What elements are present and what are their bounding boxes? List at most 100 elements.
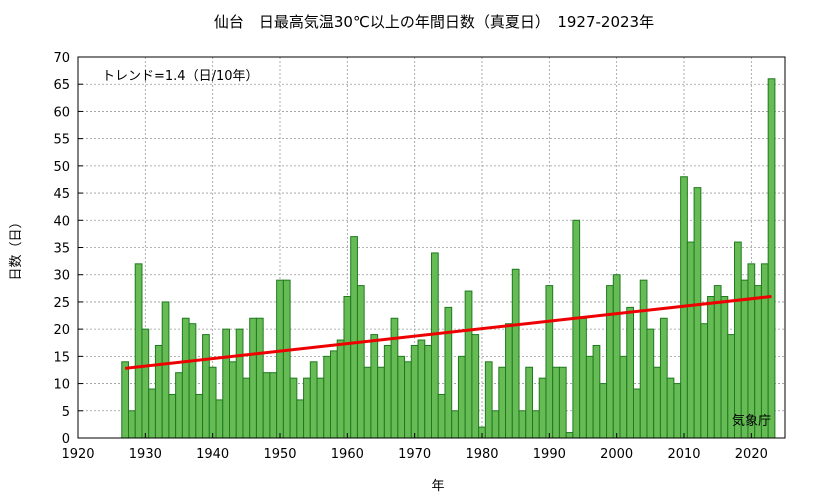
y-tick-label: 50: [53, 160, 70, 175]
y-tick-label: 30: [53, 269, 70, 284]
y-tick-label: 70: [53, 51, 70, 66]
trend-annotation: トレンド=1.4（日/10年）: [102, 69, 259, 84]
bar-1989: [538, 377, 547, 439]
bar-1997: [592, 344, 601, 439]
bar-2008: [666, 377, 675, 439]
y-tick-label: 45: [53, 187, 70, 202]
bar-2007: [659, 317, 668, 439]
y-tick-label: 55: [53, 133, 70, 148]
bar-1938: [195, 393, 204, 439]
bar-1932: [154, 344, 163, 439]
chart-title: 仙台 日最高気温30℃以上の年間日数（真夏日） 1927-2023年: [214, 13, 654, 31]
x-tick-label: 1920: [61, 447, 94, 462]
bar-1982: [491, 410, 500, 439]
y-axis-label: 日数（日）: [9, 215, 24, 280]
bar-1929: [134, 263, 143, 439]
bar-2022: [760, 263, 769, 439]
x-axis-label: 年: [431, 479, 444, 494]
x-tick-label: 1940: [196, 447, 229, 462]
y-tick-label: 5: [62, 405, 70, 420]
bar-1984: [505, 323, 513, 439]
bar-1973: [431, 252, 439, 439]
bar-1970: [410, 344, 419, 439]
bar-2012: [693, 187, 702, 439]
bar-2000: [612, 274, 621, 439]
y-tick-label: 0: [62, 432, 70, 447]
bar-1995: [579, 317, 587, 439]
bar-1951: [282, 279, 291, 439]
bar-1969: [404, 361, 412, 439]
x-tick-label: 2010: [667, 447, 700, 462]
bar-1946: [249, 317, 257, 439]
bar-1928: [128, 410, 136, 439]
bar-2004: [639, 279, 648, 439]
y-tick-label: 60: [53, 105, 70, 120]
y-tick-label: 35: [53, 242, 70, 257]
bar-2001: [619, 355, 628, 439]
bar-2009: [673, 383, 682, 439]
y-tick-label: 65: [53, 78, 70, 93]
bar-1977: [457, 355, 466, 439]
trend-group: [124, 294, 772, 370]
bar-1934: [168, 393, 177, 439]
bar-1955: [309, 361, 318, 439]
trend-line: [124, 294, 772, 370]
bar-1960: [343, 295, 352, 439]
bar-1993: [565, 432, 574, 439]
bar-1965: [377, 366, 385, 439]
bar-1974: [437, 393, 446, 439]
bar-1964: [370, 334, 379, 439]
bar-1930: [141, 328, 150, 439]
bar-1949: [269, 372, 278, 439]
bar-1962: [356, 285, 365, 439]
bar-1990: [545, 285, 554, 439]
y-tick-label: 15: [53, 350, 70, 365]
x-tick-label: 2020: [735, 447, 768, 462]
x-axis-ticks: 1920 1930 1940 1950 1960 1970 1980 1990 2000 2010…: [61, 433, 768, 462]
bar-1963: [363, 366, 372, 439]
bar-1961: [350, 236, 358, 439]
bar-1954: [303, 377, 311, 439]
bar-1936: [181, 317, 190, 439]
y-tick-label: 10: [53, 378, 70, 393]
bar-2013: [700, 323, 709, 439]
bar-1943: [229, 361, 237, 439]
source-label: 気象庁: [732, 413, 771, 429]
bar-1971: [417, 339, 426, 439]
bar-2002: [626, 306, 634, 439]
bar-2003: [633, 388, 641, 439]
bar-1927: [121, 361, 130, 439]
bar-1944: [235, 328, 244, 439]
bar-1988: [532, 410, 540, 439]
bar-1953: [296, 399, 305, 439]
bar-1957: [323, 355, 331, 439]
bar-1966: [383, 344, 392, 439]
bar-1940: [208, 366, 217, 439]
bar-1935: [175, 372, 183, 439]
x-tick-label: 1980: [465, 447, 498, 462]
bar-1939: [202, 334, 210, 439]
bar-2018: [734, 241, 742, 439]
bar-2015: [713, 285, 722, 439]
x-tick-label: 1930: [129, 447, 162, 462]
bar-1991: [552, 366, 560, 439]
x-tick-label: 1990: [533, 447, 566, 462]
bar-1986: [518, 410, 527, 439]
bar-1994: [572, 219, 581, 439]
x-tick-label: 1950: [263, 447, 296, 462]
bar-1933: [161, 301, 170, 439]
bar-1942: [222, 328, 230, 439]
bar-1937: [188, 323, 197, 439]
bar-2011: [686, 241, 695, 439]
bar-1983: [498, 366, 507, 439]
bar-1950: [276, 279, 284, 439]
bar-1996: [585, 355, 594, 439]
y-tick-label: 25: [53, 296, 70, 311]
bar-1972: [424, 344, 432, 439]
bar-1998: [599, 383, 608, 439]
bar-1952: [289, 377, 298, 439]
bar-1967: [390, 317, 399, 439]
bar-1958: [330, 350, 338, 439]
bar-1959: [336, 339, 345, 439]
